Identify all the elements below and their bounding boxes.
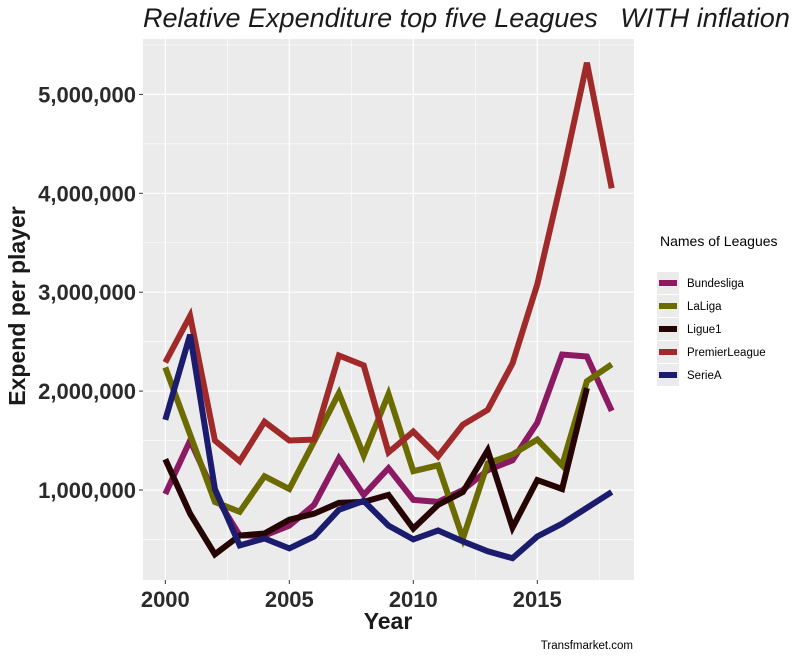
x-axis-ticks: 2000 2005 2010 2015 — [141, 580, 562, 612]
series-line-seriea — [162, 333, 614, 562]
x-tick-label: 2015 — [513, 587, 562, 612]
series-lines — [162, 62, 615, 562]
legend-label-premierleague: PremierLeague — [687, 347, 766, 359]
legend-label-bundesliga: Bundesliga — [687, 278, 745, 290]
y-tick-label: 4,000,000 — [38, 181, 136, 206]
y-axis-title: Expend per player — [4, 206, 30, 405]
y-tick-label: 5,000,000 — [38, 82, 136, 107]
gridlines — [143, 39, 634, 580]
y-axis-ticks: 1,000,000 2,000,000 3,000,000 4,000,000 5,00… — [38, 82, 143, 503]
x-tick-label: 2010 — [389, 587, 438, 612]
legend-title: Names of Leagues — [660, 233, 778, 249]
source-caption: Transfmarket.com — [541, 640, 633, 652]
y-tick-label: 2,000,000 — [38, 379, 136, 404]
legend: Names of Leagues Bundesliga LaLiga Ligue1 P… — [657, 233, 778, 386]
series-line-premierleague — [162, 62, 615, 466]
series-line-laliga — [162, 361, 614, 548]
y-tick-label: 1,000,000 — [38, 478, 136, 503]
x-tick-label: 2000 — [141, 587, 190, 612]
y-tick-label: 3,000,000 — [38, 280, 136, 305]
chart-title: Relative Expenditure top five Leagues WI… — [143, 3, 790, 33]
legend-label-ligue1: Ligue1 — [687, 324, 722, 336]
x-tick-label: 2005 — [265, 587, 314, 612]
legend-label-laliga: LaLiga — [687, 301, 722, 313]
x-axis-title: Year — [364, 608, 413, 634]
legend-label-seriea: SerieA — [687, 370, 722, 382]
